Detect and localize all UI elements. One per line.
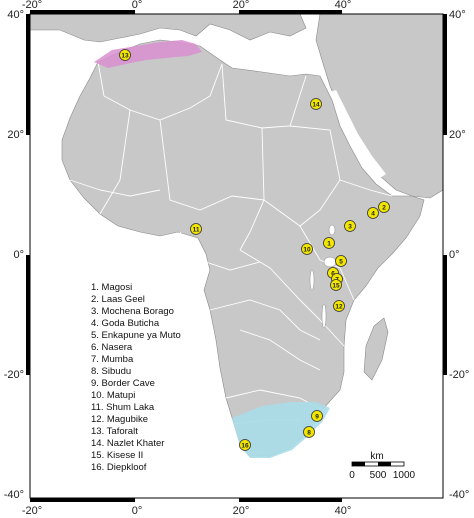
top-lon-label: 20° [233,0,250,11]
svg-text:9: 9 [315,414,319,421]
legend-item: 15. Kisese II [91,450,143,461]
legend-item: 6. Nasera [91,342,133,353]
left-lat-label: 20° [7,129,24,141]
right-lat-label: 20° [449,129,466,141]
svg-text:12: 12 [335,304,343,311]
svg-text:13: 13 [121,53,129,60]
site-marker-11[interactable]: 11 [190,223,202,235]
legend-item: 3. Mochena Borago [91,306,174,317]
legend-item: 7. Mumba [91,354,134,365]
site-marker-14[interactable]: 14 [310,98,322,110]
legend-item: 5. Enkapune ya Muto [91,330,181,341]
svg-text:14: 14 [312,102,320,109]
site-marker-12[interactable]: 12 [333,300,345,312]
svg-text:8: 8 [307,430,311,437]
legend-item: 9. Border Cave [91,378,155,389]
north-region-highlight [94,40,202,68]
site-marker-1[interactable]: 1 [323,237,335,249]
left-lat-label: 40° [7,9,24,21]
legend-item: 13. Taforalt [91,426,138,437]
legend-item: 16. Diepkloof [91,462,147,473]
map-frame [26,10,447,502]
site-marker-10[interactable]: 10 [301,243,313,255]
scale-bar: km 0 500 1000 [349,451,415,481]
bottom-lon-label: 0° [132,505,143,517]
svg-text:3: 3 [348,224,352,231]
bottom-lon-label: 20° [233,505,250,517]
svg-text:6: 6 [331,271,335,278]
svg-text:5: 5 [339,259,343,266]
site-marker-2[interactable]: 2 [378,201,390,213]
red-sea [330,90,386,178]
left-lat-label: -20° [4,369,24,381]
scale-label-500: 500 [370,470,387,481]
svg-text:4: 4 [371,211,375,218]
svg-text:11: 11 [193,227,200,234]
site-marker-13[interactable]: 13 [119,49,131,61]
bottom-lon-labels: -20° 0° 20° 40° [22,505,351,517]
site-legend: 1. Magosi 2. Laas Geel 3. Mochena Borago… [91,282,181,473]
legend-item: 10. Matupi [91,390,135,401]
site-marker-3[interactable]: 3 [344,220,356,232]
site-marker-16[interactable]: 16 [239,439,251,451]
left-lat-label: -40° [4,489,24,501]
europe-landmass [30,14,307,43]
right-lat-label: 40° [449,9,466,21]
africa-landmass [61,39,425,457]
site-marker-4[interactable]: 4 [367,207,379,219]
top-lon-label: 40° [335,0,352,11]
lakes [309,224,337,329]
legend-item: 14. Nazlet Khater [91,438,164,449]
madagascar [363,317,389,381]
scale-label-1000: 1000 [393,470,416,481]
bottom-lon-label: 40° [335,505,352,517]
site-markers: 1 2 3 4 5 6 7 8 9 10 11 12 13 14 15 16 [119,49,390,451]
site-marker-5[interactable]: 5 [335,255,347,267]
right-lat-label: 0° [449,249,460,261]
legend-item: 1. Magosi [91,282,132,293]
svg-text:10: 10 [303,247,311,254]
right-lat-labels: 40° 20° 0° -20° -40° [449,9,469,501]
left-lat-labels: 40° 20° 0° -20° -40° [4,9,24,501]
svg-text:2: 2 [382,205,386,212]
south-region-highlight [232,402,330,458]
top-lon-label: 0° [132,0,143,11]
legend-item: 8. Sibudu [91,366,131,377]
top-lon-label: -20° [22,0,42,11]
legend-item: 11. Shum Laka [91,402,155,413]
top-lon-labels: -20° 0° 20° 40° [22,0,351,11]
scale-label-0: 0 [349,470,355,481]
legend-item: 4. Goda Buticha [91,318,160,329]
svg-text:1: 1 [327,241,331,248]
svg-text:16: 16 [241,443,249,450]
scale-unit: km [370,451,383,462]
svg-text:15: 15 [332,283,340,290]
right-lat-label: -40° [449,489,469,501]
bottom-lon-label: -20° [22,505,42,517]
right-lat-label: -20° [449,369,469,381]
site-marker-8[interactable]: 8 [303,426,315,438]
legend-item: 2. Laas Geel [91,294,145,305]
legend-item: 12. Magubike [91,414,148,425]
left-lat-label: 0° [13,249,24,261]
site-marker-9[interactable]: 9 [311,410,323,422]
site-marker-15[interactable]: 15 [330,279,342,291]
